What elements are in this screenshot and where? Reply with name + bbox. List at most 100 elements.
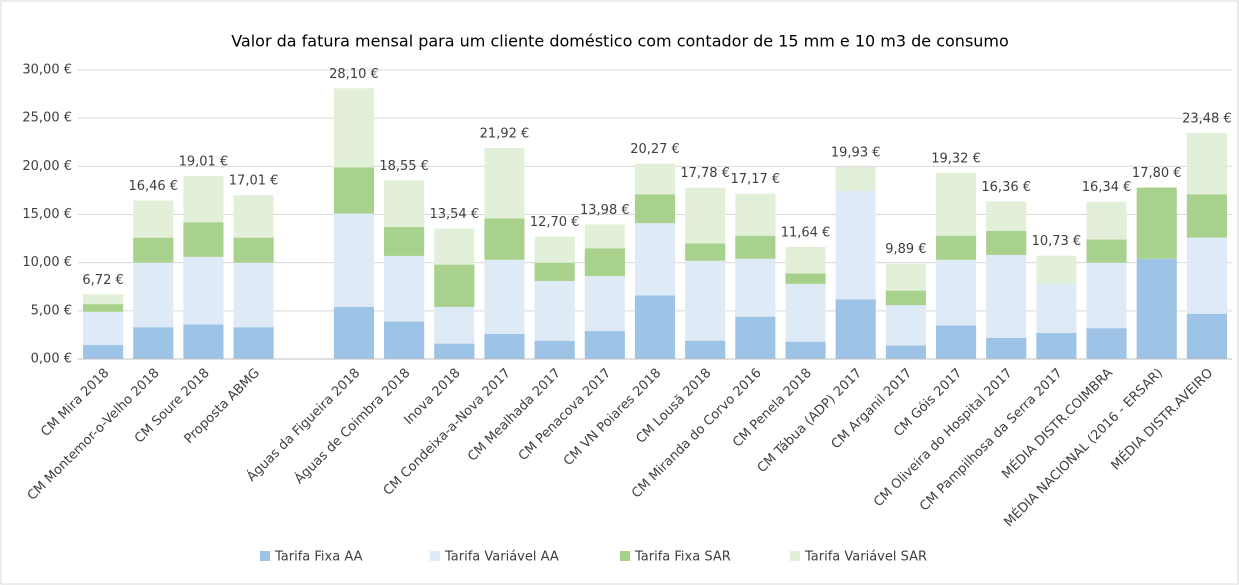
bar-segment	[384, 321, 425, 359]
bar-segment	[133, 200, 174, 238]
bar-segment	[885, 263, 926, 291]
bar-segment	[685, 243, 726, 261]
total-label: 6,72 €	[82, 273, 123, 288]
bar-segment	[333, 213, 375, 307]
bar-segment	[133, 237, 174, 263]
bar-segment	[1186, 132, 1227, 195]
bar-segment	[1036, 283, 1077, 333]
legend-swatch	[620, 551, 630, 561]
bar-segment	[83, 304, 124, 312]
bar-segment	[434, 228, 475, 265]
bar-segment	[434, 306, 475, 344]
total-label: 13,98 €	[580, 203, 630, 218]
bar-segment	[1036, 332, 1077, 359]
bar-segment	[434, 343, 475, 359]
chart-title: Valor da fatura mensal para um cliente d…	[231, 32, 1009, 51]
bar-segment	[785, 341, 826, 359]
legend-swatch	[260, 551, 270, 561]
total-label: 28,10 €	[329, 67, 379, 82]
bar-segment	[83, 294, 124, 305]
legend-label: Tarifa Variável AA	[444, 550, 559, 565]
bar-segment	[785, 283, 826, 342]
total-label: 12,70 €	[530, 215, 580, 230]
bar-segment	[83, 311, 124, 346]
bar-segment	[484, 218, 525, 260]
bar-segment	[484, 259, 525, 334]
bar-segment	[885, 290, 926, 306]
bar-segment	[233, 327, 274, 359]
bar-segment	[685, 187, 726, 244]
bar-segment	[484, 333, 525, 359]
legend-label: Tarifa Variável SAR	[804, 550, 927, 565]
total-label: 17,01 €	[229, 174, 279, 189]
bar-segment	[685, 340, 726, 359]
bar-segment	[986, 337, 1027, 359]
bar-segment	[1136, 258, 1177, 359]
y-tick-label: 20,00 €	[22, 159, 72, 174]
bar-segment	[384, 227, 425, 256]
bar-segment	[785, 273, 826, 284]
bar-segment	[1186, 313, 1227, 359]
total-label: 20,27 €	[630, 142, 680, 157]
bar-segment	[935, 259, 977, 326]
bar-segment	[1036, 255, 1077, 284]
bar-segment	[534, 340, 575, 359]
bar-segment	[634, 163, 676, 195]
bar-segment	[935, 172, 977, 236]
bar-segment	[484, 147, 525, 219]
bar-segment	[835, 190, 876, 300]
bar-segment	[634, 295, 676, 359]
bar-segment	[685, 260, 726, 341]
bar-segment	[735, 235, 776, 259]
bar-segment	[233, 195, 274, 238]
total-label: 18,55 €	[379, 159, 429, 174]
bar-segment	[986, 254, 1027, 338]
bar-segment	[735, 316, 776, 359]
bar-segment	[735, 258, 776, 317]
bar-segment	[233, 237, 274, 263]
bar-segment	[534, 236, 575, 263]
bar-segment	[1086, 262, 1127, 329]
y-tick-label: 30,00 €	[22, 63, 72, 78]
total-label: 11,64 €	[781, 225, 831, 240]
bar-segment	[384, 180, 425, 228]
bar-segment	[333, 88, 375, 168]
total-label: 19,01 €	[179, 154, 229, 169]
total-label: 17,78 €	[680, 166, 730, 181]
bar-segment	[986, 230, 1027, 255]
total-label: 13,54 €	[429, 207, 479, 222]
y-tick-label: 10,00 €	[22, 255, 72, 270]
bar-segment	[634, 194, 676, 224]
legend-swatch	[430, 551, 440, 561]
bar-segment	[1086, 328, 1127, 359]
bar-segment	[885, 305, 926, 346]
bar-segment	[183, 256, 224, 325]
bar-segment	[183, 324, 224, 359]
bar-segment	[986, 201, 1027, 231]
legend-label: Tarifa Fixa SAR	[634, 550, 731, 565]
bar-segment	[735, 193, 776, 236]
bar-segment	[133, 327, 174, 359]
total-label: 19,32 €	[931, 151, 981, 166]
bar-segment	[584, 276, 625, 332]
bar-segment	[384, 255, 425, 322]
total-label: 21,92 €	[480, 126, 530, 141]
total-label: 10,73 €	[1032, 234, 1082, 249]
legend-swatch	[790, 551, 800, 561]
bar-segment	[785, 246, 826, 274]
bar-segment	[133, 262, 174, 328]
bar-segment	[1186, 237, 1227, 314]
bar-segment	[835, 299, 876, 359]
y-tick-label: 0,00 €	[31, 352, 72, 367]
bar-segment	[935, 325, 977, 359]
y-tick-label: 15,00 €	[22, 207, 72, 222]
y-tick-label: 25,00 €	[22, 111, 72, 126]
bar-segment	[885, 345, 926, 359]
total-label: 16,36 €	[981, 180, 1031, 195]
bar-segment	[1086, 239, 1127, 263]
bar-segment	[835, 167, 876, 191]
bar-segment	[584, 248, 625, 277]
bar-segment	[233, 262, 274, 328]
bar-segment	[434, 264, 475, 307]
